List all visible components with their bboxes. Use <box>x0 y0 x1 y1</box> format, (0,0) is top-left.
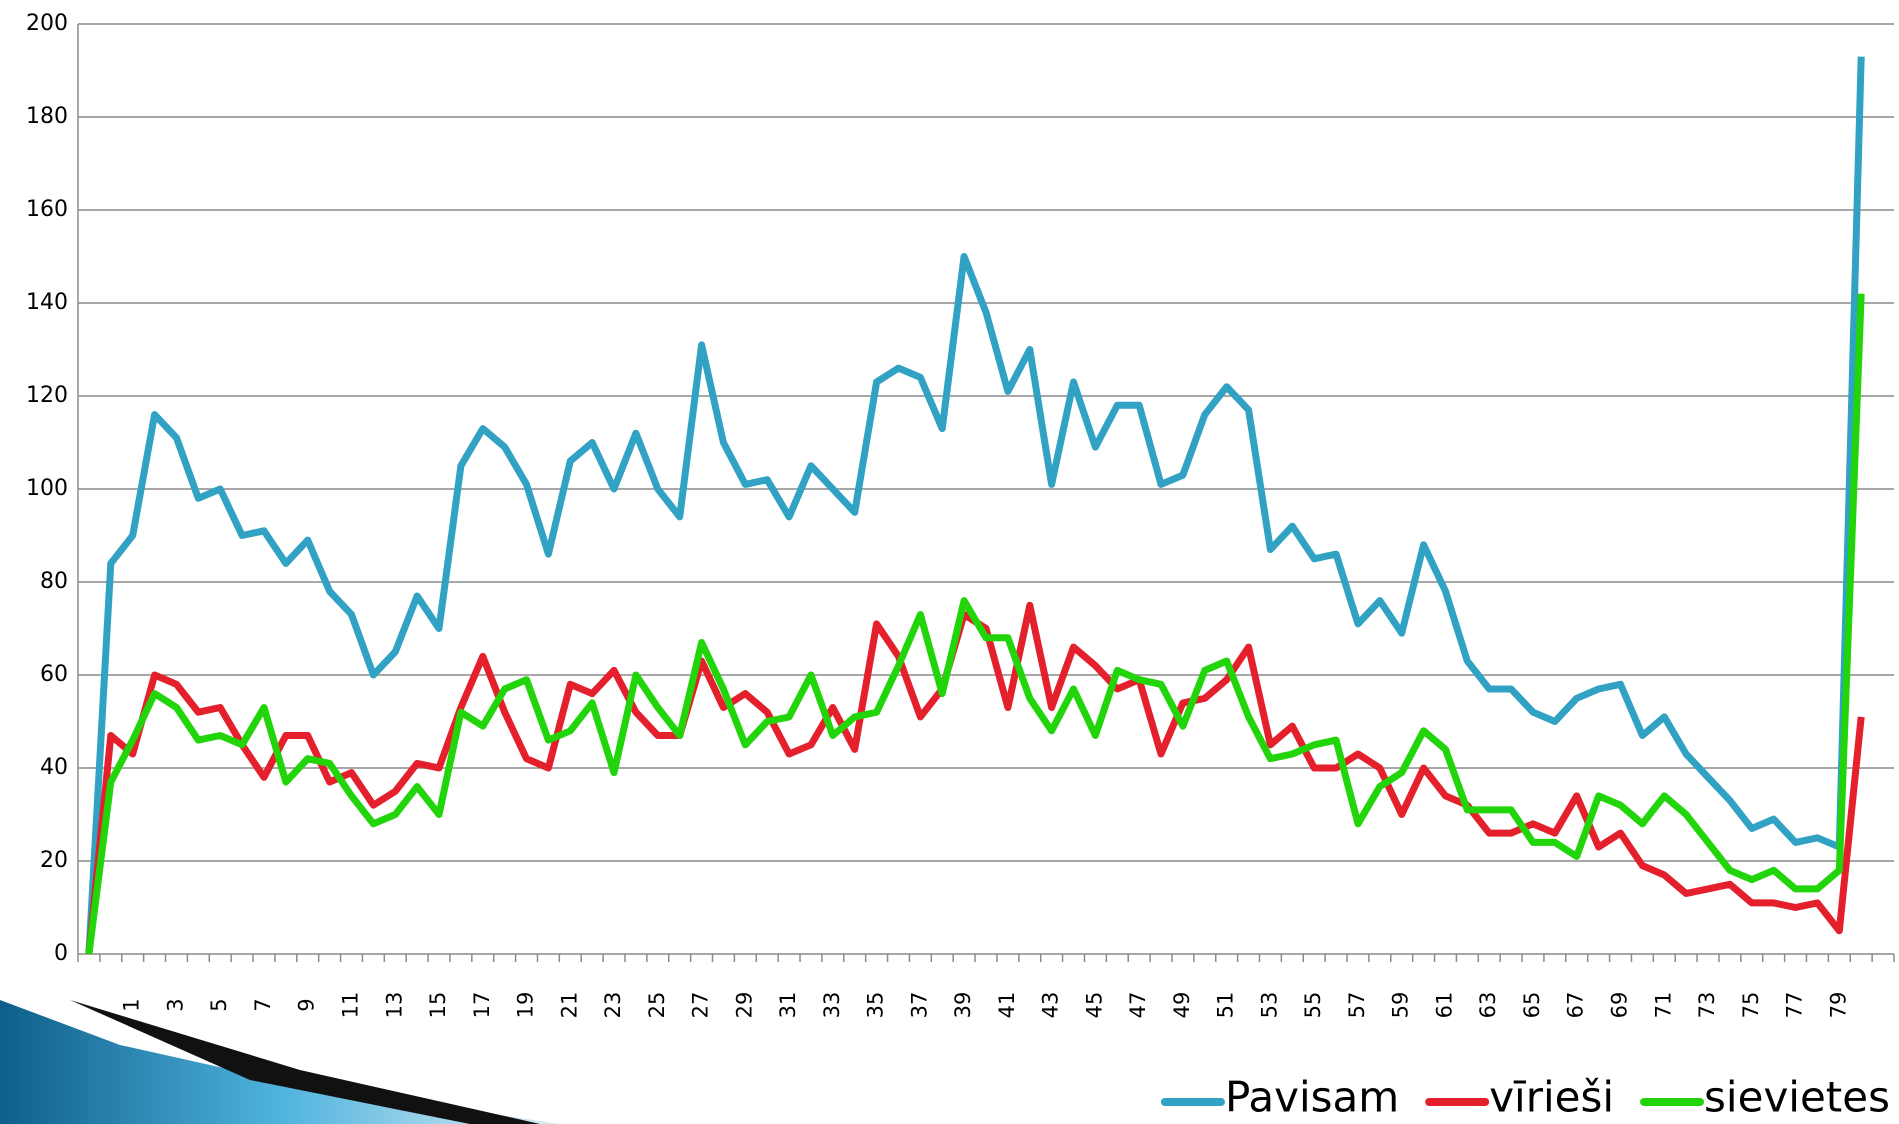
x-tick-label: 53 <box>1257 992 1281 1019</box>
x-tick-label: 45 <box>1082 992 1106 1019</box>
legend: sievietes vīrieši Pavisam <box>1165 1073 1890 1122</box>
x-tick-label: 1 <box>120 998 144 1011</box>
x-tick-label: 59 <box>1389 992 1413 1019</box>
x-tick-label: 25 <box>645 992 669 1019</box>
series-line <box>89 57 1861 954</box>
x-tick-label: 9 <box>295 998 319 1011</box>
y-tick-label: 100 <box>26 476 68 501</box>
x-tick-label: 37 <box>907 992 931 1019</box>
y-tick-label: 0 <box>54 941 68 966</box>
y-tick-label: 180 <box>26 104 68 129</box>
x-tick-label: 73 <box>1695 992 1719 1019</box>
y-tick-label: 60 <box>40 662 68 687</box>
y-tick-label: 200 <box>26 11 68 36</box>
chart: 0204060801001201401601802001357911131517… <box>0 0 1899 1124</box>
x-tick-label: 79 <box>1826 992 1850 1019</box>
x-tick-label: 61 <box>1432 992 1456 1019</box>
y-tick-label: 140 <box>26 290 68 315</box>
y-tick-label: 40 <box>40 755 68 780</box>
x-tick-label: 13 <box>382 992 406 1019</box>
x-tick-label: 33 <box>820 992 844 1019</box>
y-tick-label: 80 <box>40 569 68 594</box>
x-tick-label: 39 <box>951 992 975 1019</box>
x-tick-label: 41 <box>995 992 1019 1019</box>
lines <box>89 57 1861 954</box>
x-tick-label: 35 <box>864 992 888 1019</box>
x-tick-label: 67 <box>1564 992 1588 1019</box>
x-tick-label: 69 <box>1608 992 1632 1019</box>
x-tick-label: 17 <box>470 992 494 1019</box>
x-tick-label: 63 <box>1476 992 1500 1019</box>
x-tick-label: 77 <box>1783 992 1807 1019</box>
x-tick-label: 23 <box>601 992 625 1019</box>
x-tick-label: 31 <box>776 992 800 1019</box>
grid <box>78 24 1894 962</box>
x-tick-label: 75 <box>1739 992 1763 1019</box>
legend-label: vīrieši <box>1489 1073 1614 1122</box>
x-tick-label: 49 <box>1170 992 1194 1019</box>
legend-label: sievietes <box>1704 1073 1890 1122</box>
x-tick-label: 21 <box>557 992 581 1019</box>
x-tick-label: 5 <box>207 998 231 1011</box>
page: {"chart_data": {"type": "line", "categor… <box>0 0 1899 1124</box>
x-tick-label: 71 <box>1651 992 1675 1019</box>
x-tick-label: 57 <box>1345 992 1369 1019</box>
x-tick-label: 65 <box>1520 992 1544 1019</box>
x-tick-label: 7 <box>251 998 275 1011</box>
x-tick-label: 27 <box>689 992 713 1019</box>
x-tick-label: 3 <box>163 998 187 1011</box>
x-tick-label: 47 <box>1126 992 1150 1019</box>
y-tick-label: 160 <box>26 197 68 222</box>
x-tick-label: 15 <box>426 992 450 1019</box>
y-tick-label: 120 <box>26 383 68 408</box>
series-line <box>89 605 1861 954</box>
x-tick-label: 55 <box>1301 992 1325 1019</box>
x-tick-label: 19 <box>514 992 538 1019</box>
legend-label: Pavisam <box>1225 1073 1399 1122</box>
x-tick-label: 43 <box>1039 992 1063 1019</box>
y-tick-label: 20 <box>40 848 68 873</box>
x-tick-label: 29 <box>732 992 756 1019</box>
x-tick-label: 11 <box>338 992 362 1019</box>
x-tick-label: 51 <box>1214 992 1238 1019</box>
